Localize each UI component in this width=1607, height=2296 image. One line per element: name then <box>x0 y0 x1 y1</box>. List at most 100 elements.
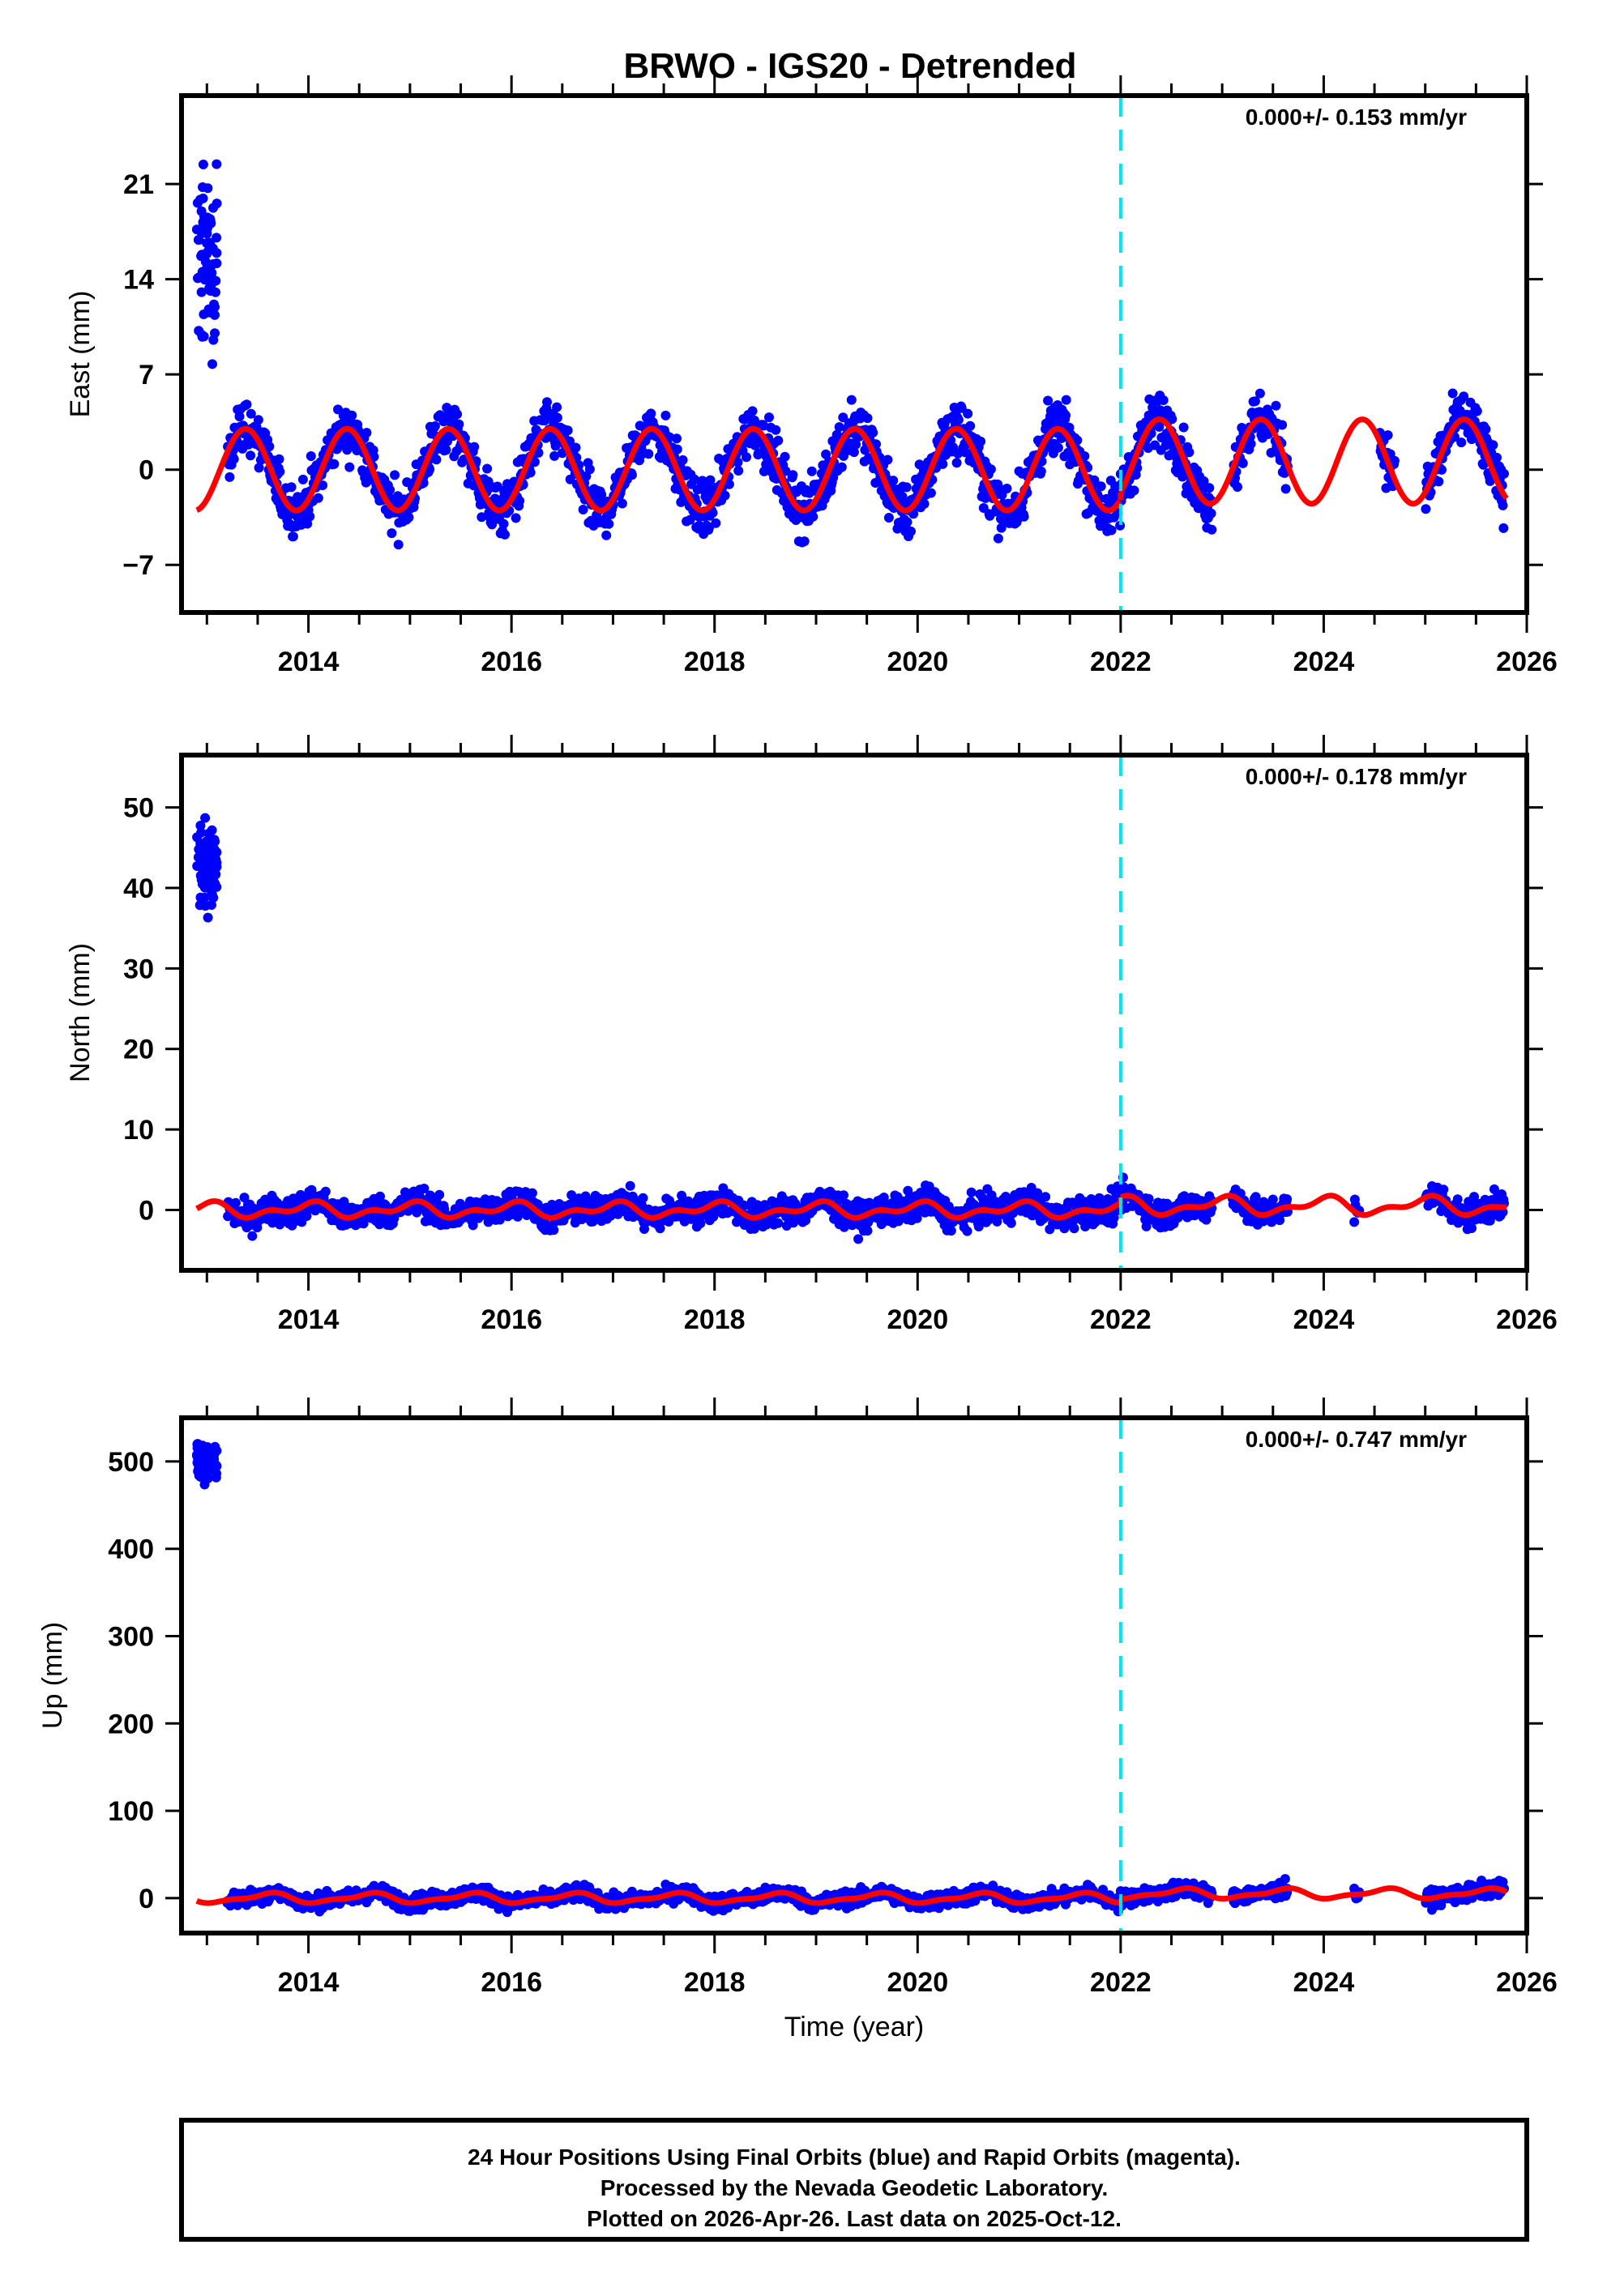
data-point <box>191 224 202 235</box>
data-point <box>529 457 540 467</box>
y-tick-label: 7 <box>139 360 154 390</box>
data-point <box>848 447 859 458</box>
data-point <box>1434 476 1444 487</box>
data-point <box>452 409 463 420</box>
data-point <box>834 422 844 433</box>
data-point <box>211 869 221 880</box>
east-panel: 2014 2016 2018 2020 2022 2024 2026−7071421East… <box>65 75 1558 677</box>
data-point <box>1481 424 1491 434</box>
data-point <box>643 449 654 459</box>
data-point <box>211 1460 221 1470</box>
data-point <box>500 529 510 540</box>
data-point <box>199 877 209 887</box>
y-tick-label: 10 <box>123 1115 154 1146</box>
data-point <box>192 861 203 871</box>
data-point <box>1199 476 1209 486</box>
data-point <box>275 467 285 477</box>
y-tick-label: 0 <box>139 1195 154 1226</box>
data-point <box>720 490 730 501</box>
data-point <box>552 412 562 423</box>
data-point <box>404 512 414 523</box>
data-point <box>205 286 216 296</box>
data-point <box>962 1226 972 1236</box>
data-point <box>773 1218 784 1228</box>
data-points <box>191 159 1509 550</box>
model-curve-after-event <box>1118 416 1509 507</box>
data-point <box>672 444 682 455</box>
data-point <box>212 248 222 258</box>
data-point <box>938 459 948 469</box>
data-point <box>329 459 340 469</box>
data-point <box>1280 484 1291 494</box>
data-point <box>639 1224 649 1234</box>
data-point <box>1178 422 1189 433</box>
data-point <box>212 233 222 243</box>
data-point <box>578 505 588 514</box>
data-point <box>469 442 480 452</box>
data-point <box>1282 1194 1293 1205</box>
data-point <box>1383 430 1393 441</box>
data-point <box>660 410 671 420</box>
data-point <box>1079 451 1090 461</box>
data-point <box>617 498 627 509</box>
east-rate-label: 0.000+/- 0.153 mm/yr <box>1246 105 1467 130</box>
data-point <box>210 328 220 339</box>
data-points <box>192 813 1509 1244</box>
data-point <box>906 526 916 536</box>
data-point <box>1246 438 1256 449</box>
plot-area <box>192 813 1509 1244</box>
data-point <box>694 520 704 531</box>
data-point <box>527 1188 537 1198</box>
data-point <box>224 472 235 482</box>
data-point <box>646 408 656 419</box>
data-point <box>549 1225 559 1235</box>
data-point <box>1254 388 1265 399</box>
data-point <box>1271 400 1281 411</box>
data-point <box>1043 395 1054 406</box>
data-point <box>919 498 930 509</box>
data-point <box>759 420 769 431</box>
data-point <box>1158 395 1169 405</box>
x-tick-label: 2026 <box>1496 1304 1558 1335</box>
data-point <box>1452 1194 1463 1205</box>
data-point <box>482 463 493 474</box>
data-point <box>771 425 781 435</box>
data-point <box>996 523 1007 533</box>
y-tick-label: 30 <box>123 954 154 984</box>
y-tick-label: 14 <box>123 265 154 296</box>
data-point <box>358 1218 369 1229</box>
data-point <box>733 457 743 467</box>
data-point <box>780 451 790 462</box>
data-point <box>492 481 502 492</box>
data-point <box>951 458 962 468</box>
y-tick-label: 50 <box>123 793 154 824</box>
x-tick-label: 2020 <box>887 647 948 677</box>
data-point <box>1237 458 1248 468</box>
y-tick-label: 21 <box>123 169 154 200</box>
data-point <box>207 885 217 895</box>
data-point <box>200 813 211 823</box>
data-point <box>212 159 222 169</box>
data-point <box>638 1193 648 1203</box>
up-panel: 2014 2016 2018 2020 2022 2024 2026010020030040… <box>37 1398 1558 1998</box>
data-point <box>390 470 400 480</box>
x-tick-label: 2014 <box>278 647 340 677</box>
data-point <box>1498 523 1509 533</box>
data-point <box>747 406 758 416</box>
data-point <box>347 410 357 420</box>
data-point <box>212 847 222 857</box>
data-point <box>203 839 214 849</box>
data-point <box>511 513 521 523</box>
y-tick-label: 40 <box>123 873 154 904</box>
data-point <box>241 399 252 410</box>
north-y-axis-label: North (mm) <box>65 943 96 1082</box>
data-point <box>976 436 986 446</box>
data-point <box>431 455 442 465</box>
north-rate-label: 0.000+/- 0.178 mm/yr <box>1246 764 1467 789</box>
data-point <box>742 452 751 463</box>
data-point <box>288 531 298 542</box>
data-point <box>925 488 936 498</box>
data-point <box>192 198 203 208</box>
data-point <box>836 462 847 472</box>
data-point <box>200 257 211 267</box>
